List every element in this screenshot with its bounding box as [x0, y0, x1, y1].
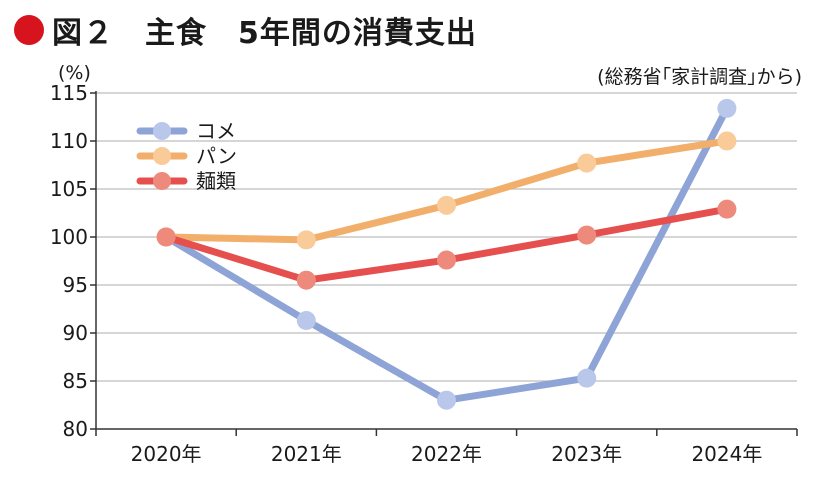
- series-2: [156, 199, 737, 290]
- y-tick-labels: 80 85 90 95 100 105 110 115: [50, 81, 88, 441]
- grid-lines: [96, 92, 797, 382]
- legend-item-2: 麺類: [136, 169, 236, 193]
- x-tick-label-0: 2020年: [131, 442, 202, 466]
- series-1: [156, 131, 737, 250]
- legend-item-0: コメ: [136, 119, 236, 143]
- data-point-2-0: [156, 227, 176, 247]
- y-tick-label-100: 100: [50, 225, 88, 249]
- data-point-0-1: [296, 311, 316, 331]
- y-tick-label-115: 115: [50, 81, 88, 105]
- x-tick-labels: 2020年 2021年 2022年 2023年 2024年: [131, 442, 763, 466]
- title-row: 図２ 主食 5年間の消費支出: [14, 8, 477, 52]
- y-unit-label: (%): [58, 62, 91, 84]
- legend-label-1: パン: [196, 144, 237, 168]
- y-tick-label-85: 85: [63, 369, 88, 393]
- y-tick-label-110: 110: [50, 129, 88, 153]
- source-label: (総務省｢家計調査｣から): [597, 66, 802, 88]
- legend-item-1: パン: [136, 144, 237, 168]
- y-tick-label-105: 105: [50, 177, 88, 201]
- data-point-0-3: [577, 368, 597, 388]
- x-tick-label-4: 2024年: [691, 442, 762, 466]
- title-dot-icon: [14, 15, 44, 45]
- y-tick-label-80: 80: [63, 417, 88, 441]
- data-point-1-4: [717, 131, 737, 151]
- data-point-2-1: [296, 270, 316, 290]
- legend-label-2: 麺類: [196, 169, 236, 193]
- legend-label-0: コメ: [196, 119, 236, 143]
- x-tick-label-1: 2021年: [271, 442, 342, 466]
- data-point-1-1: [296, 230, 316, 250]
- data-point-0-4: [717, 98, 737, 118]
- series: [156, 98, 737, 410]
- y-tick-label-90: 90: [63, 321, 88, 345]
- data-point-1-2: [437, 195, 456, 215]
- data-point-2-4: [717, 199, 737, 219]
- chart-title: 図２ 主食 5年間の消費支出: [52, 16, 477, 51]
- data-point-1-3: [577, 153, 597, 173]
- y-tick-label-95: 95: [63, 273, 88, 297]
- data-point-2-3: [577, 225, 597, 245]
- x-tick-label-3: 2023年: [551, 442, 622, 466]
- x-tick-label-2: 2022年: [411, 442, 482, 466]
- legend-swatch-marker-2: [153, 172, 171, 190]
- axes: [90, 91, 798, 436]
- legend-swatch-marker-0: [153, 122, 171, 140]
- legend-swatch-marker-1: [153, 147, 171, 165]
- data-point-2-2: [437, 250, 456, 270]
- data-point-0-2: [437, 390, 456, 410]
